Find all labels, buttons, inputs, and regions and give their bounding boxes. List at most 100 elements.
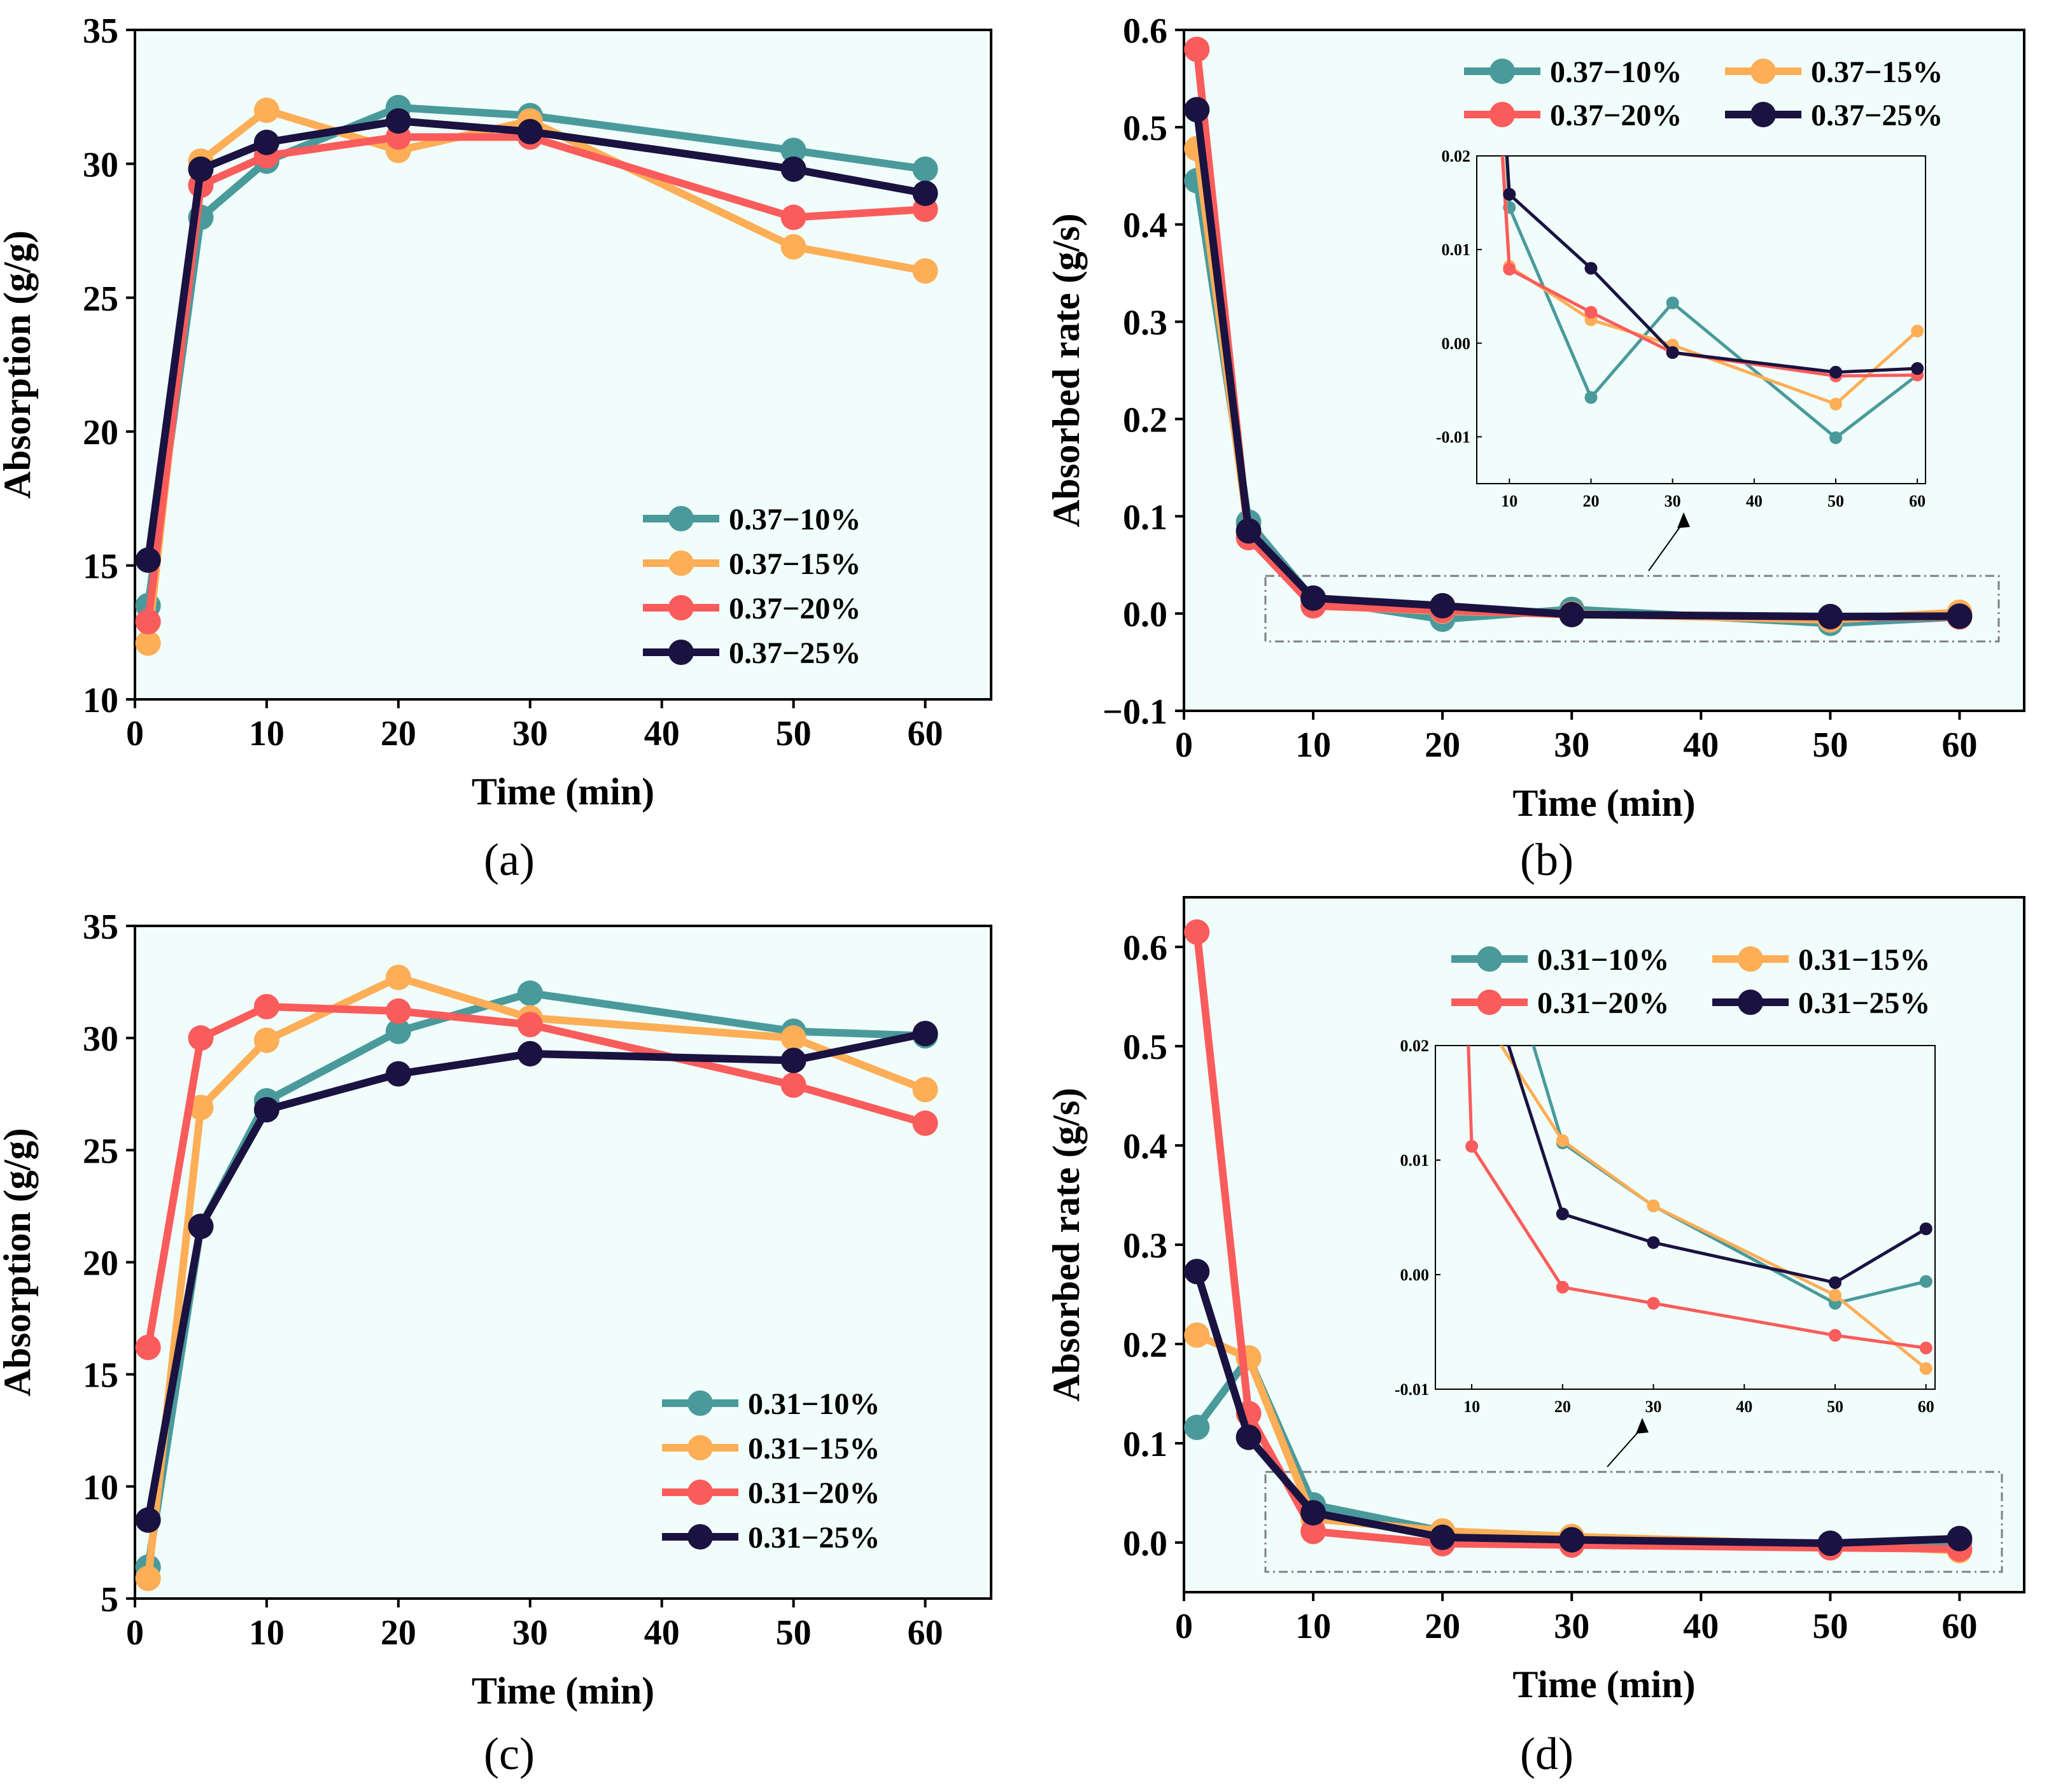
series-group [135, 95, 938, 656]
inset-y-tick-label: 0.01 [1400, 1151, 1430, 1170]
data-point-2-2 [1300, 1518, 1327, 1544]
series-group [135, 965, 938, 1592]
x-tick-label: 0 [1175, 1607, 1193, 1646]
legend-label: 0.37−10% [729, 503, 861, 536]
inset-point-1-5 [1829, 397, 1842, 410]
legend-label: 0.37−25% [1811, 99, 1943, 132]
x-tick-label: 20 [381, 1613, 416, 1653]
panel-d-chart: 0 10 20 30 40 50 60 0.0 0.1 0.2 0.3 0.4 0.5 0.6 Time (… [1045, 896, 2025, 1779]
data-point-1-1 [188, 1095, 214, 1121]
data-point-3-5 [1817, 603, 1843, 629]
x-tick-label: 10 [1295, 1607, 1331, 1646]
inset-point-2-2 [1465, 1140, 1479, 1153]
inset-y-tick-label: 0.00 [1442, 334, 1471, 353]
inset-point-0-6 [1919, 1275, 1933, 1288]
legend-label: 0.31−10% [748, 1387, 880, 1421]
legend-marker [1738, 990, 1763, 1015]
data-point-3-6 [912, 180, 938, 206]
inset-point-1-6 [1911, 325, 1924, 338]
panel-label: (b) [1520, 834, 1574, 885]
inset-point-1-3 [1556, 1134, 1569, 1147]
data-point-1-0 [135, 630, 161, 656]
legend-label: 0.31−15% [1798, 943, 1930, 977]
data-point-3-6 [1947, 603, 1973, 629]
legend-label: 0.31−25% [1798, 986, 1930, 1020]
zoom-arrow-head [1636, 1418, 1649, 1434]
y-tick-label: 35 [83, 907, 118, 947]
inset-x-tick-label: 20 [1554, 1397, 1571, 1416]
inset-point-3-4 [1647, 1236, 1660, 1249]
inset-x-tick-label: 60 [1918, 1397, 1934, 1416]
legend-marker [1477, 990, 1502, 1015]
inset-point-3-3 [1584, 262, 1598, 275]
y-tick-label: 10 [83, 681, 118, 720]
inset-y-tick-label: 0.02 [1400, 1037, 1430, 1055]
y-tick-label: 0.0 [1123, 595, 1167, 634]
inset-point-3-5 [1829, 365, 1842, 379]
y-tick-label: 0.6 [1123, 928, 1167, 968]
inset-point-0-4 [1666, 297, 1679, 310]
y-tick-label: 0.4 [1123, 1127, 1167, 1166]
data-point-0-5 [780, 137, 806, 164]
legend: 0.31−10% 0.31−15% 0.31−20% 0.31−25% [1451, 943, 1930, 1020]
x-tick-label: 20 [1425, 1607, 1460, 1646]
x-tick-label: 20 [381, 714, 416, 753]
y-tick-label: 0.5 [1123, 1028, 1167, 1067]
inset-x-tick-label: 30 [1645, 1397, 1662, 1416]
x-tick-label: 50 [1812, 725, 1848, 765]
inset-y-tick-label: 0.00 [1400, 1266, 1430, 1284]
data-point-2-2 [253, 993, 279, 1019]
y-tick-label: 0.4 [1123, 206, 1167, 246]
legend-label: 0.31−25% [748, 1521, 880, 1555]
x-tick-label: 0 [126, 714, 144, 753]
data-point-1-3 [385, 965, 411, 991]
data-point-3-1 [1236, 1424, 1262, 1450]
data-point-1-5 [780, 1025, 806, 1051]
data-point-2-0 [1184, 919, 1210, 945]
x-tick-label: 10 [1295, 725, 1331, 765]
data-point-3-5 [780, 156, 806, 182]
legend: 0.31−10% 0.31−15% 0.31−20% 0.31−25% [662, 1387, 880, 1555]
data-point-3-4 [1559, 601, 1585, 627]
data-point-3-1 [188, 156, 214, 182]
series-group [1184, 919, 1973, 1564]
zoom-arrow [1648, 521, 1684, 571]
inset-point-3-5 [1829, 1276, 1841, 1289]
data-point-3-3 [385, 1061, 411, 1087]
y-tick-label: 30 [83, 145, 118, 185]
inset-x-tick-label: 30 [1665, 492, 1681, 510]
legend: 0.37−10% 0.37−15% 0.37−20% 0.37−25% [643, 503, 861, 670]
data-point-0-3 [385, 1018, 411, 1044]
data-point-1-2 [253, 97, 279, 123]
x-tick-label: 20 [1425, 725, 1460, 765]
data-point-2-6 [912, 1110, 938, 1137]
inset-x-tick-label: 50 [1827, 1397, 1843, 1416]
x-tick-label: 0 [1175, 725, 1193, 765]
panel-b-chart: 0 10 20 30 40 50 60 −0.1 0.0 0.1 0.2 0.3 0.4 0.5 0.6 Ti… [1045, 11, 2025, 885]
data-point-3-6 [912, 1021, 938, 1047]
y-tick-label: 0.1 [1123, 1425, 1167, 1464]
legend-marker [1750, 102, 1776, 127]
panel-c-chart: 0 10 20 30 40 50 60 5 10 15 20 25 30 35 Time (min) Abso… [0, 907, 992, 1779]
x-tick-label: 60 [908, 714, 943, 753]
data-point-3-3 [1430, 592, 1456, 619]
legend-marker [668, 550, 694, 576]
x-tick-label: 40 [1683, 1607, 1719, 1646]
data-point-3-3 [1430, 1524, 1456, 1550]
inset-point-2-3 [1584, 305, 1598, 319]
inset-point-3-2 [1503, 188, 1516, 201]
inset-y-tick-label: 0.02 [1442, 147, 1471, 165]
x-tick-label: 10 [249, 1613, 285, 1653]
data-point-3-0 [135, 1507, 161, 1533]
inset-point-0-5 [1829, 431, 1842, 444]
panel-label: (d) [1520, 1728, 1574, 1779]
zoom-region-box [1264, 1471, 2003, 1573]
inset-chart: 10 20 30 40 50 60 -0.01 0.00 0.01 0.02 [1436, 147, 1926, 510]
legend-marker [687, 1390, 713, 1416]
legend-label: 0.37−10% [1550, 55, 1682, 89]
data-point-3-1 [188, 1214, 214, 1240]
inset-point-2-4 [1647, 1297, 1660, 1310]
legend-marker [668, 595, 694, 620]
y-axis-title: Absorption (g/g) [0, 1128, 38, 1397]
inset-point-3-4 [1666, 346, 1679, 359]
